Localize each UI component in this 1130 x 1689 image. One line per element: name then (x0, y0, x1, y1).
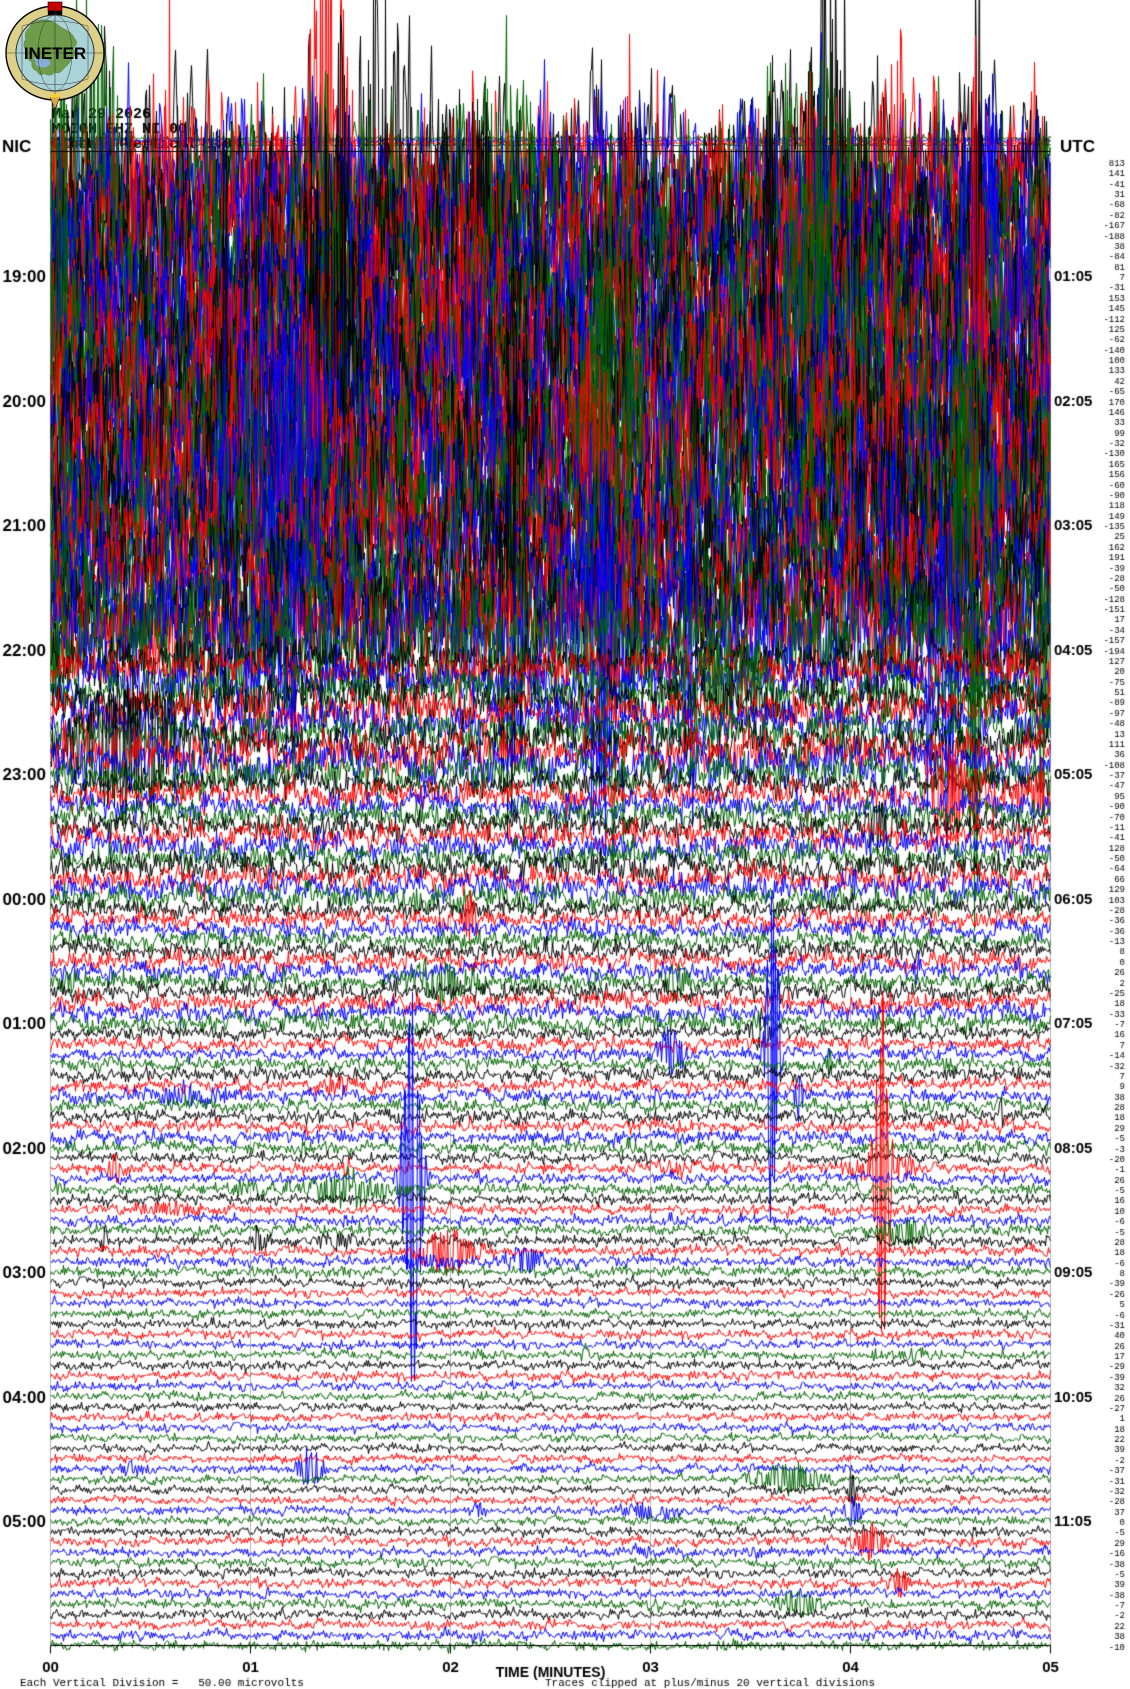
svg-text:INETER: INETER (24, 44, 86, 63)
